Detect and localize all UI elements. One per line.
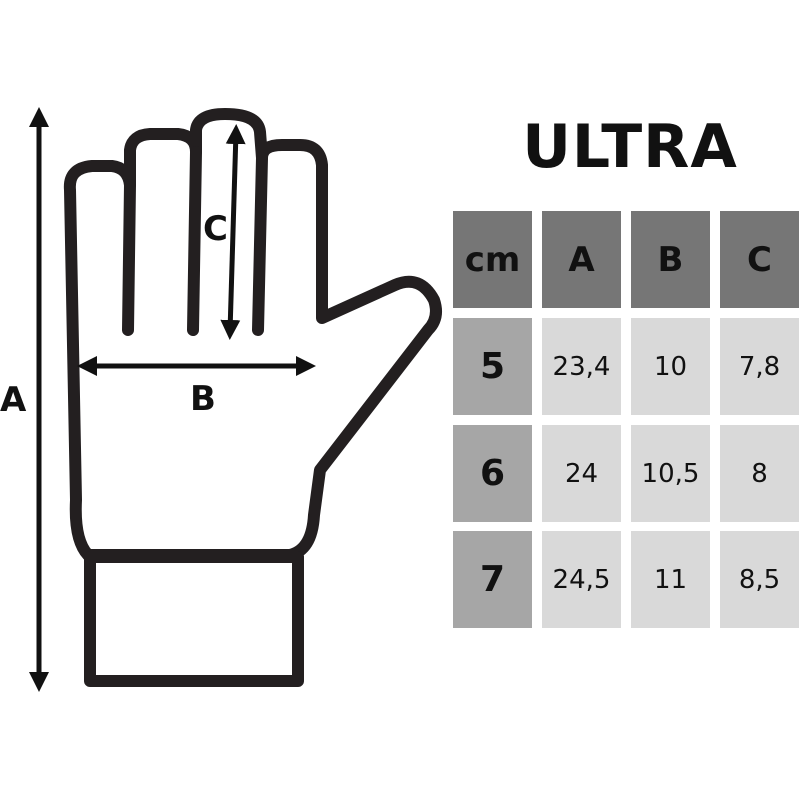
product-title: ULTRA	[522, 112, 738, 182]
table-cell: 10	[631, 318, 710, 415]
size-cell: 5	[453, 318, 532, 415]
table-cell: 8	[720, 425, 799, 522]
label-a: A	[0, 380, 27, 420]
table-cell: 24	[542, 425, 621, 522]
table-header-cell: C	[720, 211, 799, 308]
label-b: B	[190, 379, 216, 419]
table-header-cell: B	[631, 211, 710, 308]
table-cell: 8,5	[720, 531, 799, 628]
table-header-cell: A	[542, 211, 621, 308]
glove-cuff	[84, 551, 304, 687]
size-cell: 6	[453, 425, 532, 522]
finger-line	[252, 152, 268, 336]
finger-line	[187, 146, 202, 336]
table-cell: 10,5	[631, 425, 710, 522]
measure-c-arrow	[220, 124, 246, 340]
table-cell: 7,8	[720, 318, 799, 415]
label-c: C	[203, 209, 228, 249]
size-cell: 7	[453, 531, 532, 628]
table-header-cell: cm	[453, 211, 532, 308]
finger-line	[122, 179, 136, 336]
glove-diagram: A B C	[0, 107, 442, 692]
table-cell: 24,5	[542, 531, 621, 628]
table-cell: 23,4	[542, 318, 621, 415]
table-cell: 11	[631, 531, 710, 628]
glove-outline	[63, 108, 442, 561]
